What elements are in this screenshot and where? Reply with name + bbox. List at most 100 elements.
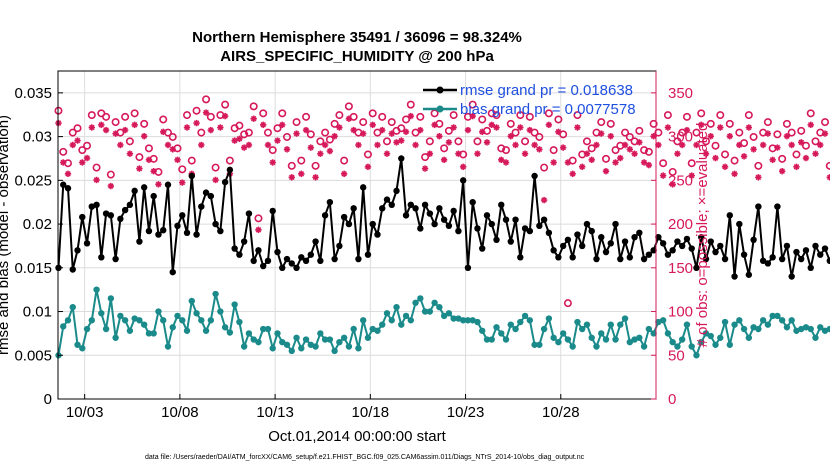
obs-possible-circle <box>659 159 668 168</box>
rmse-point <box>531 172 538 180</box>
obs-possible-marker <box>773 130 782 139</box>
obs-possible-marker <box>225 156 234 165</box>
obs-evaluated-marker <box>626 146 634 153</box>
rmse-point <box>121 206 129 214</box>
obs-evaluated-marker <box>121 126 129 134</box>
obs-evaluated-stroke <box>665 124 671 131</box>
obs-evaluated-marker <box>455 150 462 157</box>
obs-possible-marker <box>782 119 791 128</box>
obs-possible-circle <box>135 153 144 162</box>
rmse-point <box>483 212 491 219</box>
obs-possible-marker <box>425 137 434 146</box>
rmse-point <box>812 242 819 250</box>
rmse-point <box>179 212 186 219</box>
obs-evaluated-stroke <box>769 157 776 163</box>
obs-evaluated-marker <box>250 115 257 122</box>
obs-evaluated-stroke <box>403 129 409 135</box>
x-tick-label: 10/23 <box>447 404 485 421</box>
bias-point <box>493 324 500 331</box>
obs-evaluated-marker <box>269 159 276 166</box>
obs-possible-marker <box>444 126 453 135</box>
obs-possible-circle <box>454 137 463 146</box>
obs-evaluated-marker <box>145 156 153 164</box>
obs-possible-marker <box>359 118 368 127</box>
obs-evaluated-marker <box>64 170 72 178</box>
obs-evaluated-marker <box>664 124 672 131</box>
y-right-tick-label: 350 <box>668 85 693 102</box>
rmse-point <box>450 207 457 215</box>
bias-point <box>83 325 91 333</box>
obs-possible-marker <box>468 100 477 109</box>
obs-possible-marker <box>178 165 187 174</box>
obs-possible-marker <box>340 156 349 165</box>
rmse-point <box>379 205 386 212</box>
obs-evaluated-stroke <box>722 164 728 170</box>
obs-evaluated-marker <box>240 144 248 151</box>
obs-evaluated-marker <box>140 133 148 140</box>
obs-evaluated-stroke <box>255 227 262 233</box>
obs-possible-circle <box>335 111 344 120</box>
obs-evaluated-stroke <box>612 159 619 166</box>
obs-evaluated-stroke <box>517 124 524 131</box>
obs-possible-marker <box>778 154 787 163</box>
obs-evaluated-marker <box>407 112 415 120</box>
obs-evaluated-stroke <box>279 122 286 128</box>
obs-possible-circle <box>225 156 234 165</box>
bias-point <box>712 341 719 348</box>
obs-possible-circle <box>283 132 292 141</box>
obs-possible-marker <box>787 128 796 137</box>
rmse-point <box>317 257 324 265</box>
obs-possible-marker <box>668 167 677 176</box>
obs-evaluated-marker <box>98 121 105 129</box>
obs-evaluated-marker <box>731 170 738 178</box>
bias-point <box>221 324 229 331</box>
obs-evaluated-stroke <box>136 165 143 172</box>
obs-evaluated-stroke <box>803 155 809 161</box>
obs-possible-marker <box>716 111 725 120</box>
rmse-point <box>817 251 824 258</box>
obs-evaluated-marker <box>74 137 81 144</box>
obs-possible-circle <box>468 100 477 109</box>
obs-possible-marker <box>268 146 277 155</box>
obs-possible-circle <box>240 130 249 139</box>
obs-evaluated-marker <box>350 126 357 134</box>
obs-evaluated-stroke <box>246 142 252 148</box>
obs-evaluated-marker <box>602 168 610 175</box>
x-tick-label: 10/13 <box>256 404 294 421</box>
obs-possible-marker <box>440 144 449 153</box>
rmse-point <box>340 213 348 221</box>
rmse-point <box>321 212 329 219</box>
rmse-point <box>783 242 791 250</box>
bias-point <box>69 303 76 311</box>
obs-possible-marker <box>406 100 415 109</box>
plot-area <box>54 70 830 400</box>
obs-possible-circle <box>806 109 815 118</box>
obs-possible-circle <box>749 132 758 141</box>
bias-point <box>702 330 710 337</box>
obs-possible-marker <box>516 111 525 120</box>
obs-evaluated-stroke <box>617 155 624 161</box>
obs-evaluated-marker <box>293 130 300 137</box>
obs-possible-circle <box>625 132 634 141</box>
obs-markers <box>54 95 830 308</box>
rmse-point <box>664 251 672 258</box>
bias-point <box>155 308 162 315</box>
rmse-point <box>521 225 529 232</box>
rmse-point <box>283 255 291 263</box>
rmse-point <box>736 220 743 228</box>
obs-possible-marker <box>478 115 487 124</box>
obs-evaluated-marker <box>60 159 67 166</box>
bias-point <box>250 336 257 343</box>
bias-point <box>479 327 486 334</box>
obs-possible-marker <box>721 150 730 159</box>
obs-possible-circle <box>668 167 677 176</box>
obs-possible-circle <box>778 154 787 163</box>
obs-possible-circle <box>611 146 620 155</box>
obs-evaluated-marker <box>440 156 448 164</box>
obs-possible-circle <box>473 137 482 146</box>
obs-possible-circle <box>249 102 258 111</box>
obs-possible-circle <box>549 146 558 155</box>
obs-possible-circle <box>692 128 701 137</box>
rmse-point <box>74 247 81 254</box>
bias-point <box>355 345 362 352</box>
